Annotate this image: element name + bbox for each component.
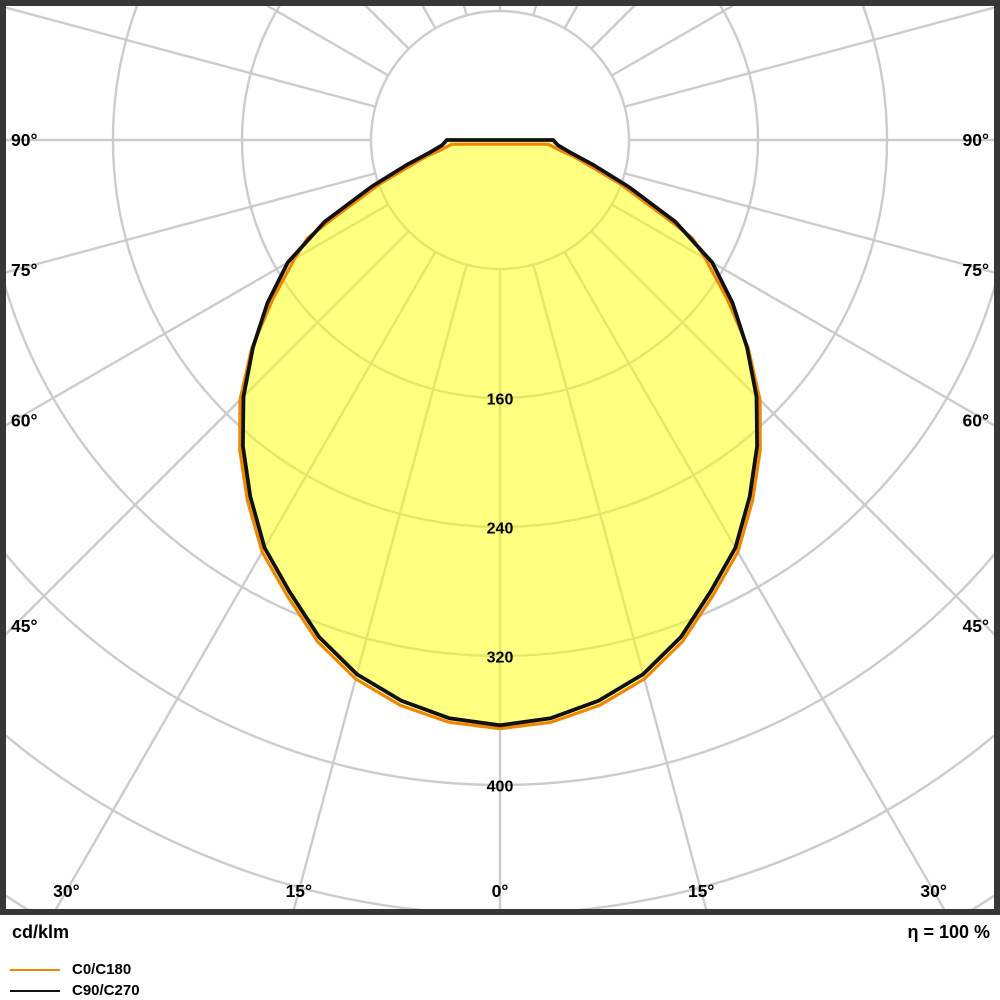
efficiency-label: η = 100 % <box>907 922 990 942</box>
angle-label-bottom-15: 15° <box>688 881 714 901</box>
legend-label-c90-c270: C90/C270 <box>72 982 140 999</box>
fill-c0-c180 <box>239 144 761 729</box>
grid-ray-60 <box>610 202 994 427</box>
grid-ray-105 <box>623 6 994 109</box>
radial-tick-label-320: 320 <box>487 650 514 667</box>
angle-label-bottom-30: 30° <box>920 881 946 901</box>
legend-item: C0/C180 <box>10 959 1000 980</box>
radial-tick-label-400: 400 <box>487 779 514 796</box>
angle-label-bottom-0: 0° <box>492 881 509 901</box>
grid-ray-285 <box>6 171 377 274</box>
grid-ray-45 <box>589 229 994 636</box>
angle-label-left-60: 60° <box>11 411 37 431</box>
polar-chart-area: 160 240 320 400 90° 90° 75° 75° 60° 60° 45° 45° 30° 1… <box>0 0 1000 916</box>
unit-label: cd/klm <box>12 922 70 942</box>
angle-label-bottom--15: 15° <box>286 881 312 901</box>
angle-label-left-75: 75° <box>11 260 37 280</box>
chart-frame <box>0 0 1000 915</box>
angle-label-left-45: 45° <box>11 616 37 636</box>
angle-label-right-60: 60° <box>963 411 989 431</box>
fill-c90-c270 <box>242 140 758 726</box>
legend-label-c0-c180: C0/C180 <box>72 961 132 978</box>
chart-footer: cd/klm η = 100 % C0/C180 C90/C270 <box>0 916 1000 1000</box>
grid-ray-30 <box>562 250 946 909</box>
grid-ray-255 <box>6 6 377 109</box>
grid-ray-330 <box>54 250 438 909</box>
angle-label-left-90: 90° <box>11 130 37 150</box>
polar-grid <box>6 6 994 909</box>
legend-line-c0-c180 <box>10 968 60 971</box>
angle-label-bottom--30: 30° <box>53 881 79 901</box>
grid-ray-315 <box>6 229 411 636</box>
angle-label-right-75: 75° <box>963 260 989 280</box>
curve-c90-c270 <box>240 138 760 728</box>
grid-ray-15 <box>531 263 708 909</box>
grid-ray-75 <box>623 171 994 274</box>
angle-label-right-45: 45° <box>963 616 989 636</box>
legend: C0/C180 C90/C270 <box>10 959 1000 1000</box>
radial-tick-label-160: 160 <box>487 392 514 409</box>
angle-label-right-90: 90° <box>963 130 989 150</box>
legend-item: C90/C270 <box>10 980 1000 1000</box>
grid-ray-345 <box>292 263 469 909</box>
grid-ray-300 <box>6 202 390 427</box>
legend-line-c90-c270 <box>10 989 60 992</box>
radial-tick-label-240: 240 <box>487 521 514 538</box>
polar-chart: 160 240 320 400 90° 90° 75° 75° 60° 60° 45° 45° 30° 1… <box>0 0 1000 916</box>
